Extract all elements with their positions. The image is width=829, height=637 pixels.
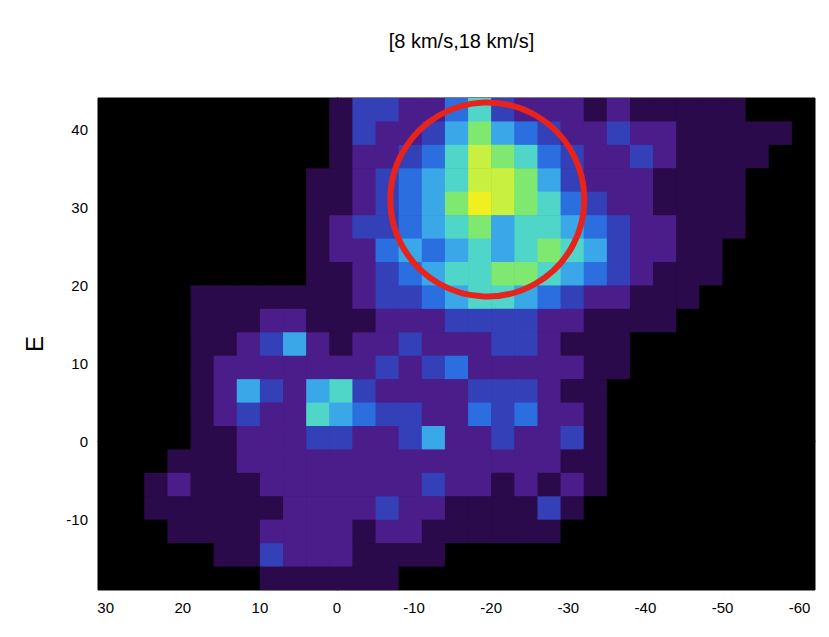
svg-text:-30: -30 <box>557 599 579 616</box>
svg-text:0: 0 <box>80 433 88 450</box>
svg-text:10: 10 <box>71 355 88 372</box>
svg-text:20: 20 <box>174 599 191 616</box>
svg-text:-60: -60 <box>789 599 811 616</box>
svg-text:-10: -10 <box>403 599 425 616</box>
svg-text:30: 30 <box>71 199 88 216</box>
svg-text:-20: -20 <box>480 599 502 616</box>
svg-text:-50: -50 <box>712 599 734 616</box>
svg-text:20: 20 <box>71 277 88 294</box>
svg-text:30: 30 <box>97 599 114 616</box>
svg-text:-40: -40 <box>635 599 657 616</box>
svg-text:10: 10 <box>252 599 269 616</box>
svg-text:0: 0 <box>333 599 341 616</box>
svg-text:40: 40 <box>71 121 88 138</box>
svg-text:[8 km/s,18 km/s]: [8 km/s,18 km/s] <box>389 30 535 52</box>
svg-text:E: E <box>21 336 48 352</box>
svg-text:-10: -10 <box>66 511 88 528</box>
